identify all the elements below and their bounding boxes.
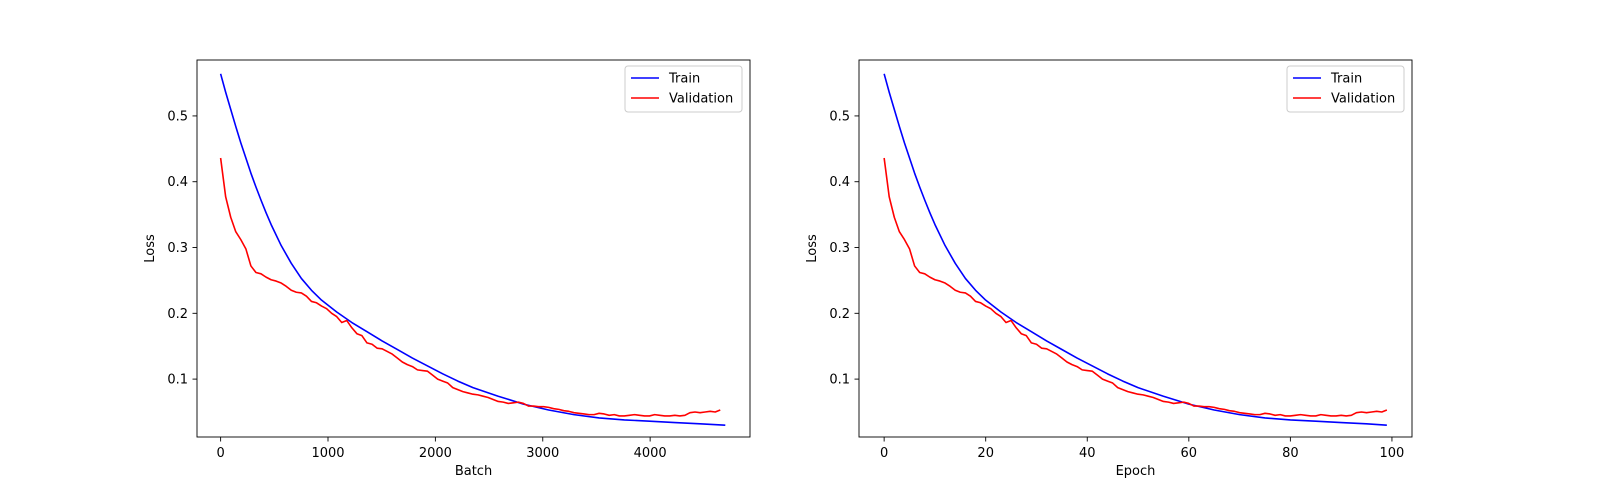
series-line-train (883, 73, 1387, 426)
y-tick-label: 0.4 (829, 175, 850, 190)
x-tick-label: 3000 (526, 446, 559, 461)
series-line-train (219, 73, 726, 426)
x-axis-label: Batch (455, 464, 492, 479)
y-tick-label: 0.3 (167, 241, 188, 256)
legend-label-validation: Validation (1331, 92, 1395, 107)
series-line-validation (219, 157, 721, 417)
legend-label-train: Train (668, 72, 700, 87)
series-line-validation (883, 157, 1388, 417)
x-tick-label: 60 (1181, 446, 1198, 461)
legend: Train Validation (624, 65, 743, 113)
x-axis-label: Epoch (1116, 464, 1156, 479)
x-tick-label: 100 (1380, 446, 1405, 461)
y-tick-label: 0.5 (829, 109, 850, 124)
x-tick-label: 0 (216, 446, 224, 461)
y-tick-label: 0.1 (829, 373, 850, 388)
x-tick-label: 0 (880, 446, 888, 461)
x-tick-label: 1000 (311, 446, 344, 461)
y-tick-label: 0.4 (167, 175, 188, 190)
x-tick-label: 4000 (634, 446, 667, 461)
chart-panel-2: 0 20 40 60 80 100 0.1 0.2 0.3 0.4 0.5 Epoch Loss Trai… (805, 59, 1413, 479)
y-tick-label: 0.1 (167, 373, 188, 388)
chart-panel-1: 0 1000 2000 3000 4000 0.1 0.2 0.3 0.4 0.5 Batch Los… (143, 59, 751, 479)
axes-frame (858, 59, 1413, 438)
y-tick-label: 0.2 (829, 307, 850, 322)
x-tick-label: 2000 (419, 446, 452, 461)
legend: Train Validation (1286, 65, 1405, 113)
x-tick-label: 20 (977, 446, 994, 461)
x-tick-label: 80 (1282, 446, 1299, 461)
y-axis-label: Loss (143, 234, 158, 263)
legend-label-train: Train (1330, 72, 1362, 87)
axes-frame (196, 59, 751, 438)
y-axis-label: Loss (805, 234, 820, 263)
y-tick-label: 0.3 (829, 241, 850, 256)
legend-label-validation: Validation (669, 92, 733, 107)
y-tick-label: 0.2 (167, 307, 188, 322)
x-tick-label: 40 (1079, 446, 1096, 461)
y-tick-label: 0.5 (167, 109, 188, 124)
